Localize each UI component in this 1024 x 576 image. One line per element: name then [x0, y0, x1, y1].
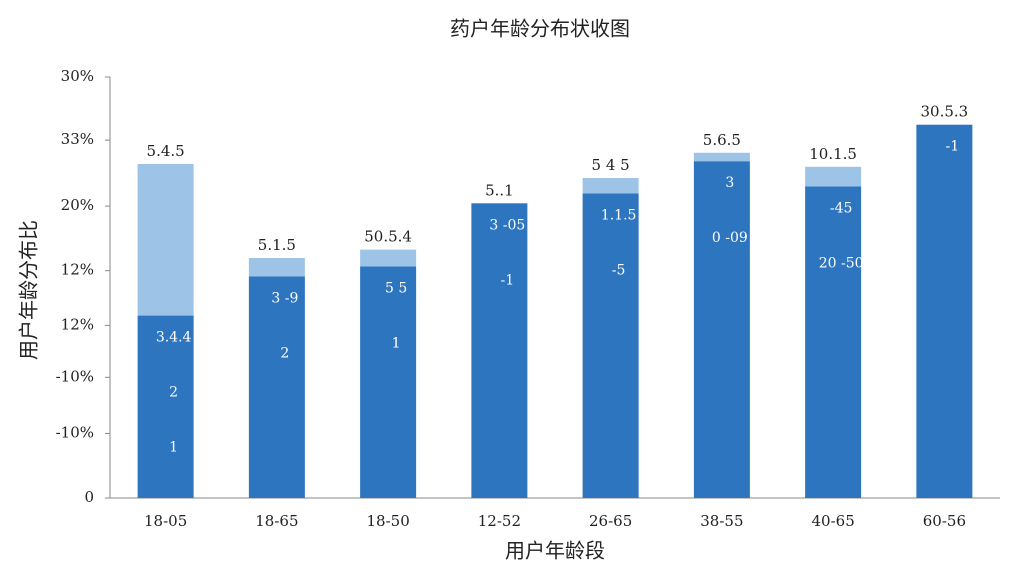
x-tick-label: 40-65 [812, 512, 855, 530]
y-tick-label: 20% [61, 196, 94, 214]
bar-segment [916, 124, 973, 499]
bar-label: 30.5.3 [921, 103, 969, 121]
y-tick-label: 0 [84, 488, 94, 506]
y-tick-label: 33% [61, 130, 94, 148]
y-axis-label: 用户年龄分布比 [17, 220, 41, 360]
inner-label: 5 5 [385, 280, 407, 296]
bar-segment [582, 193, 639, 498]
bar-segment [137, 315, 194, 498]
bar-label: 50.5.4 [364, 228, 412, 246]
inner-label: 3 -9 [271, 290, 298, 306]
bar-segment [693, 152, 750, 162]
y-tick-label: -10% [56, 367, 94, 385]
bar-segment [248, 258, 305, 277]
inner-label: 3 [725, 175, 734, 191]
x-tick-label: 18-65 [255, 512, 298, 530]
bar-label: 5.6.5 [703, 131, 741, 149]
bar-segment [805, 166, 862, 187]
chart-title: 药户年龄分布状收图 [450, 17, 630, 41]
bar-segment [360, 266, 417, 498]
inner-label: 20 -50 [819, 255, 864, 271]
inner-label: -45 [830, 200, 853, 216]
x-tick-label: 38-55 [700, 512, 743, 530]
bar-segment [137, 164, 194, 316]
inner-label: 3 -05 [489, 217, 525, 233]
bar-label: 10.1.5 [809, 145, 857, 163]
bar-segment [805, 186, 862, 498]
x-axis-label: 用户年龄段 [505, 539, 605, 563]
bar-label: 5.1.5 [258, 236, 296, 254]
inner-label: -1 [946, 139, 960, 155]
inner-label: 3.4.4 [156, 330, 192, 346]
bar-segment [693, 161, 750, 498]
bar-segment [248, 276, 305, 498]
inner-label: 2 [169, 385, 178, 401]
bar-label: 5..1 [485, 181, 514, 199]
bar-segment [471, 203, 528, 499]
inner-label: 1 [169, 440, 178, 456]
bar-label: 5 4 5 [592, 156, 630, 174]
bar-segment [360, 249, 417, 267]
inner-label: 1.1.5 [601, 207, 637, 223]
inner-label: 2 [280, 345, 289, 361]
y-tick-label: 12% [61, 261, 94, 279]
x-tick-label: 18-05 [144, 512, 187, 530]
inner-label: 0 -09 [712, 230, 748, 246]
y-tick-label: -10% [56, 423, 94, 441]
y-tick-label: 30% [61, 67, 94, 85]
inner-label: -5 [612, 262, 626, 278]
inner-label: 1 [392, 335, 401, 351]
inner-label: -1 [501, 272, 515, 288]
bar-label: 5.4.5 [147, 142, 185, 160]
x-tick-label: 18-50 [367, 512, 410, 530]
x-tick-label: 60-56 [923, 512, 966, 530]
x-tick-label: 26-65 [589, 512, 632, 530]
x-tick-label: 12-52 [478, 512, 521, 530]
bar-segment [582, 178, 639, 194]
y-tick-label: 12% [61, 315, 94, 333]
